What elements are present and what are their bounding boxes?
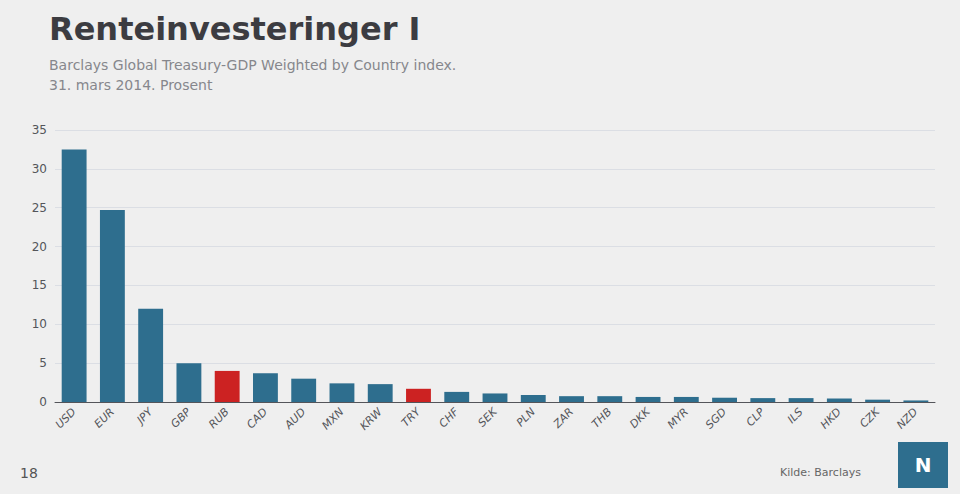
svg-text:AUD: AUD [281, 405, 308, 432]
svg-text:20: 20 [32, 240, 47, 254]
svg-text:KRW: KRW [357, 405, 385, 433]
svg-text:HKD: HKD [818, 405, 844, 431]
svg-text:SGD: SGD [703, 405, 729, 431]
svg-text:0: 0 [39, 395, 47, 409]
svg-text:15: 15 [32, 278, 47, 292]
svg-text:N: N [915, 453, 932, 477]
svg-text:MYR: MYR [665, 405, 691, 431]
svg-text:30: 30 [32, 162, 47, 176]
svg-text:CAD: CAD [244, 405, 270, 431]
svg-text:JPY: JPY [133, 404, 156, 427]
svg-text:PLN: PLN [514, 405, 538, 429]
svg-text:NZD: NZD [894, 405, 920, 431]
svg-text:RUB: RUB [206, 405, 232, 431]
svg-text:Kilde: Barclays: Kilde: Barclays [780, 466, 861, 479]
svg-text:18: 18 [20, 465, 38, 481]
svg-text:Renteinvesteringer I: Renteinvesteringer I [49, 10, 420, 48]
svg-text:THB: THB [589, 405, 614, 430]
svg-text:31. mars 2014. Prosent: 31. mars 2014. Prosent [49, 77, 213, 93]
svg-text:MXN: MXN [320, 405, 347, 432]
svg-text:35: 35 [32, 123, 47, 137]
svg-text:CZK: CZK [857, 405, 883, 431]
svg-text:CLP: CLP [744, 405, 768, 429]
svg-text:Barclays Global Treasury-GDP W: Barclays Global Treasury-GDP Weighted by… [49, 57, 456, 73]
svg-text:DKK: DKK [627, 405, 653, 431]
svg-text:25: 25 [32, 201, 47, 215]
svg-text:TRY: TRY [399, 404, 424, 429]
svg-text:CHF: CHF [436, 405, 461, 430]
svg-text:GBP: GBP [168, 405, 193, 430]
svg-text:EUR: EUR [92, 405, 117, 430]
svg-text:ILS: ILS [785, 405, 806, 426]
svg-text:SEK: SEK [475, 405, 500, 430]
svg-text:USD: USD [53, 405, 79, 431]
svg-text:ZAR: ZAR [550, 405, 576, 431]
svg-text:10: 10 [32, 317, 47, 331]
svg-text:5: 5 [39, 356, 47, 370]
